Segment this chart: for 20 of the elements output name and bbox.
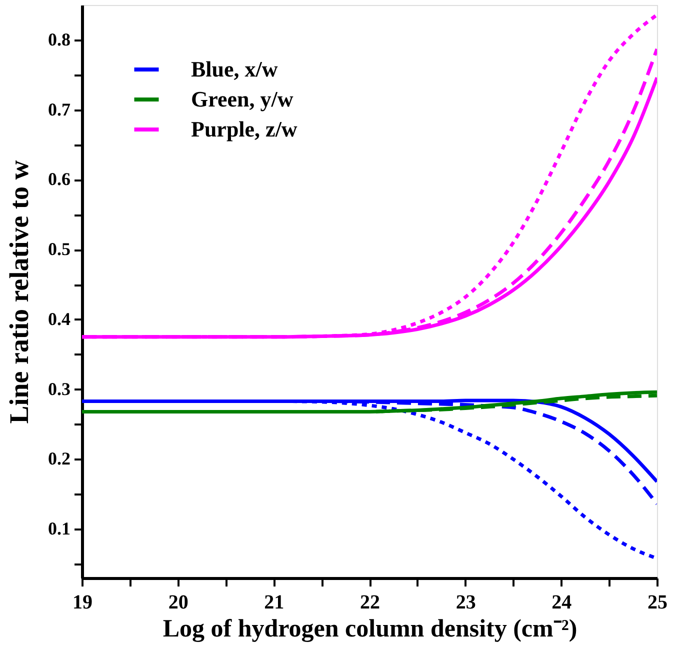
legend-label: Purple, z/w	[191, 116, 298, 142]
y-tick-label: 0.2	[48, 448, 70, 469]
legend-label: Blue, x/w	[191, 56, 278, 82]
x-tick-label: 22	[360, 592, 380, 614]
y-axis-title: Line ratio relative to w	[4, 160, 34, 424]
y-tick-label: 0.8	[48, 29, 70, 50]
x-tick-label: 20	[168, 592, 188, 614]
x-tick-label: 23	[456, 592, 476, 614]
x-tick-label: 24	[552, 592, 572, 614]
x-tick-label: 25	[648, 592, 668, 614]
x-tick-label: 19	[72, 592, 92, 614]
y-tick-label: 0.5	[48, 239, 70, 260]
y-tick-label: 0.3	[48, 378, 70, 399]
y-tick-label: 0.4	[48, 308, 70, 329]
y-tick-label: 0.1	[48, 518, 70, 539]
y-tick-label: 0.6	[48, 169, 70, 190]
legend-label: Green, y/w	[191, 86, 294, 112]
x-axis-title: Log of hydrogen column density (cm⁻²)	[162, 616, 578, 642]
x-tick-label: 21	[264, 592, 284, 614]
y-tick-label: 0.7	[48, 99, 70, 120]
